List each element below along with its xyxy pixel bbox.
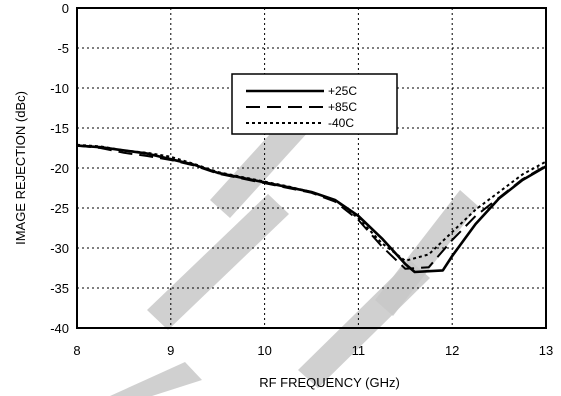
y-axis-ticks: 0 -5 -10 -15 -20 -25 -30 -35 -40	[50, 1, 69, 336]
series-lines	[76, 143, 547, 274]
y-tick-label: -30	[50, 241, 69, 256]
watermark-band-0	[147, 194, 289, 330]
y-tick-label: -25	[50, 201, 69, 216]
x-tick-label: 9	[167, 343, 174, 358]
x-axis-label: RF FREQUENCY (GHz)	[259, 375, 400, 390]
legend: +25C +85C -40C	[231, 73, 398, 135]
y-tick-label: -10	[50, 81, 69, 96]
x-tick-label: 12	[445, 343, 459, 358]
plot-frame	[76, 7, 547, 329]
x-tick-label: 10	[257, 343, 271, 358]
x-tick-label: 8	[73, 343, 80, 358]
y-tick-label: 0	[62, 1, 69, 16]
legend-label-2: -40C	[328, 116, 354, 130]
x-tick-label: 11	[352, 343, 366, 358]
series-line-2	[76, 143, 547, 262]
y-tick-label: -5	[57, 41, 69, 56]
y-tick-label: -35	[50, 281, 69, 296]
legend-box	[231, 73, 398, 135]
y-tick-label: -15	[50, 121, 69, 136]
watermark-band-1	[110, 362, 202, 396]
grid	[77, 8, 546, 328]
y-tick-label: -20	[50, 161, 69, 176]
legend-label-0: +25C	[328, 84, 357, 98]
legend-label-1: +85C	[328, 100, 357, 114]
x-axis-ticks: 8 9 10 11 12 13	[73, 343, 553, 358]
watermark	[110, 90, 478, 396]
y-tick-label: -40	[50, 321, 69, 336]
y-axis-label: IMAGE REJECTION (dBc)	[13, 91, 28, 245]
watermark-band-4	[375, 190, 478, 316]
x-tick-label: 13	[539, 343, 553, 358]
